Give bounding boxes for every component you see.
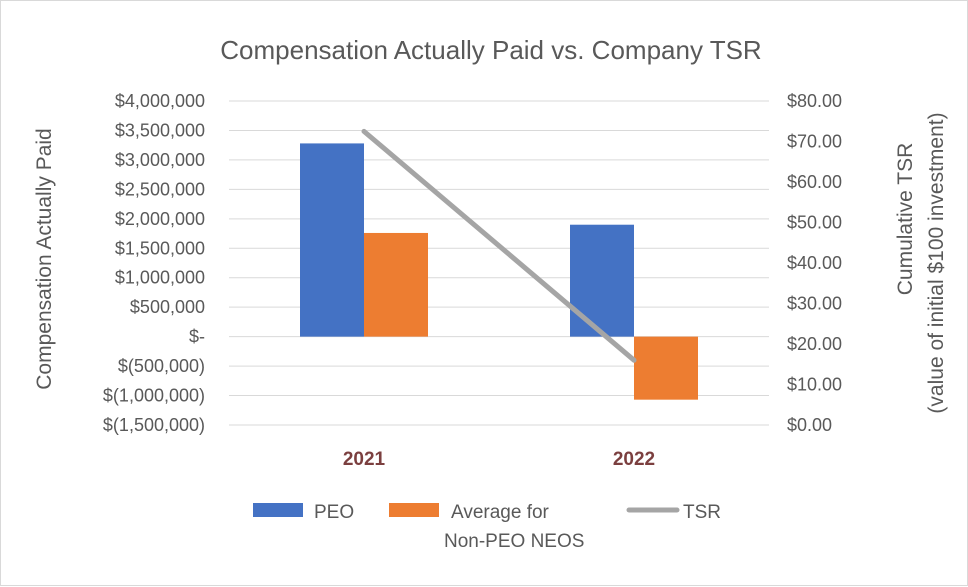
bar-peo-2021	[300, 143, 364, 337]
y-axis-left-tick-label: $2,000,000	[115, 209, 205, 229]
y-axis-left-title: Compensation Actually Paid	[33, 128, 56, 390]
y-axis-left-tick-label: $2,500,000	[115, 179, 205, 199]
legend-swatch-peo	[253, 503, 303, 517]
bar-average-for-non-peo-neos-2022	[634, 336, 698, 400]
y-axis-left-tick-label: $500,000	[130, 297, 205, 317]
y-axis-left-tick-label: $-	[189, 327, 205, 347]
bar-average-for-non-peo-neos-2021	[364, 232, 428, 337]
y-axis-left-tick-label: $3,000,000	[115, 150, 205, 170]
y-axis-right-tick-label: $20.00	[787, 334, 842, 354]
legend-swatch-average-non-peo	[389, 503, 439, 517]
y-axis-right-tick-label: $30.00	[787, 294, 842, 314]
line-series-tsr	[361, 128, 637, 363]
y-axis-right-title-line-2: (value of initial $100 investment)	[925, 112, 948, 413]
y-axis-left-tick-label: $1,500,000	[115, 238, 205, 258]
bars	[300, 143, 698, 400]
tsr-line	[361, 128, 637, 363]
x-axis-category-labels: 2021 2022	[343, 449, 655, 470]
legend-label-average-non-peo-line-1: Average for	[451, 502, 550, 523]
x-axis-category-label: 2022	[613, 449, 655, 470]
y-axis-right-tick-label: $70.00	[787, 132, 842, 152]
chart-title: Compensation Actually Paid vs. Company T…	[220, 35, 761, 65]
y-axis-right-tick-label: $10.00	[787, 375, 842, 395]
legend: PEO Average for Non-PEO NEOS TSR	[253, 502, 721, 552]
y-axis-right-tick-label: $80.00	[787, 91, 842, 111]
y-axis-left-tick-label: $3,500,000	[115, 120, 205, 140]
y-axis-right-tick-label: $60.00	[787, 172, 842, 192]
y-axis-left-tick-label: $(500,000)	[118, 356, 205, 376]
legend-label-tsr: TSR	[683, 502, 721, 523]
y-axis-right-tick-label: $50.00	[787, 213, 842, 233]
y-axis-left-tick-label: $4,000,000	[115, 91, 205, 111]
y-axis-left-tick-label: $(1,000,000)	[103, 386, 205, 406]
y-axis-right-tick-label: $40.00	[787, 253, 842, 273]
y-axis-left-tick-label: $(1,500,000)	[103, 415, 205, 435]
y-axis-right-title-line-1: Cumulative TSR	[894, 143, 917, 296]
y-axis-left-tick-label: $1,000,000	[115, 268, 205, 288]
y-axis-right-tick-label: $0.00	[787, 415, 832, 435]
x-axis-category-label: 2021	[343, 449, 386, 470]
y-axis-left-ticks: $4,000,000 $3,500,000 $3,000,000 $2,500,000…	[103, 91, 205, 435]
legend-label-peo: PEO	[314, 502, 354, 523]
legend-label-average-non-peo-line-2: Non-PEO NEOS	[444, 531, 584, 552]
bar-peo-2022	[570, 224, 634, 337]
y-axis-right-ticks: $80.00 $70.00 $60.00 $50.00 $40.00 $30.00 $20.…	[787, 91, 842, 435]
